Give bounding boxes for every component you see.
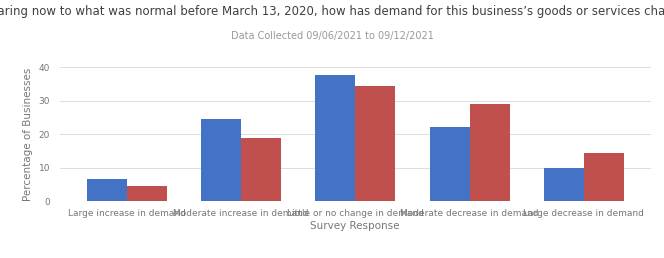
- Bar: [469, 104, 509, 201]
- Bar: [584, 153, 624, 201]
- Text: Comparing now to what was normal before March 13, 2020, how has demand for this : Comparing now to what was normal before …: [0, 5, 664, 18]
- X-axis label: Survey Response: Survey Response: [311, 221, 400, 231]
- Bar: [315, 75, 355, 201]
- Bar: [127, 186, 167, 201]
- Bar: [355, 85, 395, 201]
- Y-axis label: Percentage of Businesses: Percentage of Businesses: [23, 68, 33, 201]
- Bar: [201, 119, 241, 201]
- Bar: [241, 138, 281, 201]
- Bar: [544, 168, 584, 201]
- Legend: National, Sector 51: National, Sector 51: [275, 257, 436, 258]
- Bar: [430, 127, 469, 201]
- Text: Data Collected 09/06/2021 to 09/12/2021: Data Collected 09/06/2021 to 09/12/2021: [230, 31, 434, 41]
- Bar: [86, 180, 127, 201]
